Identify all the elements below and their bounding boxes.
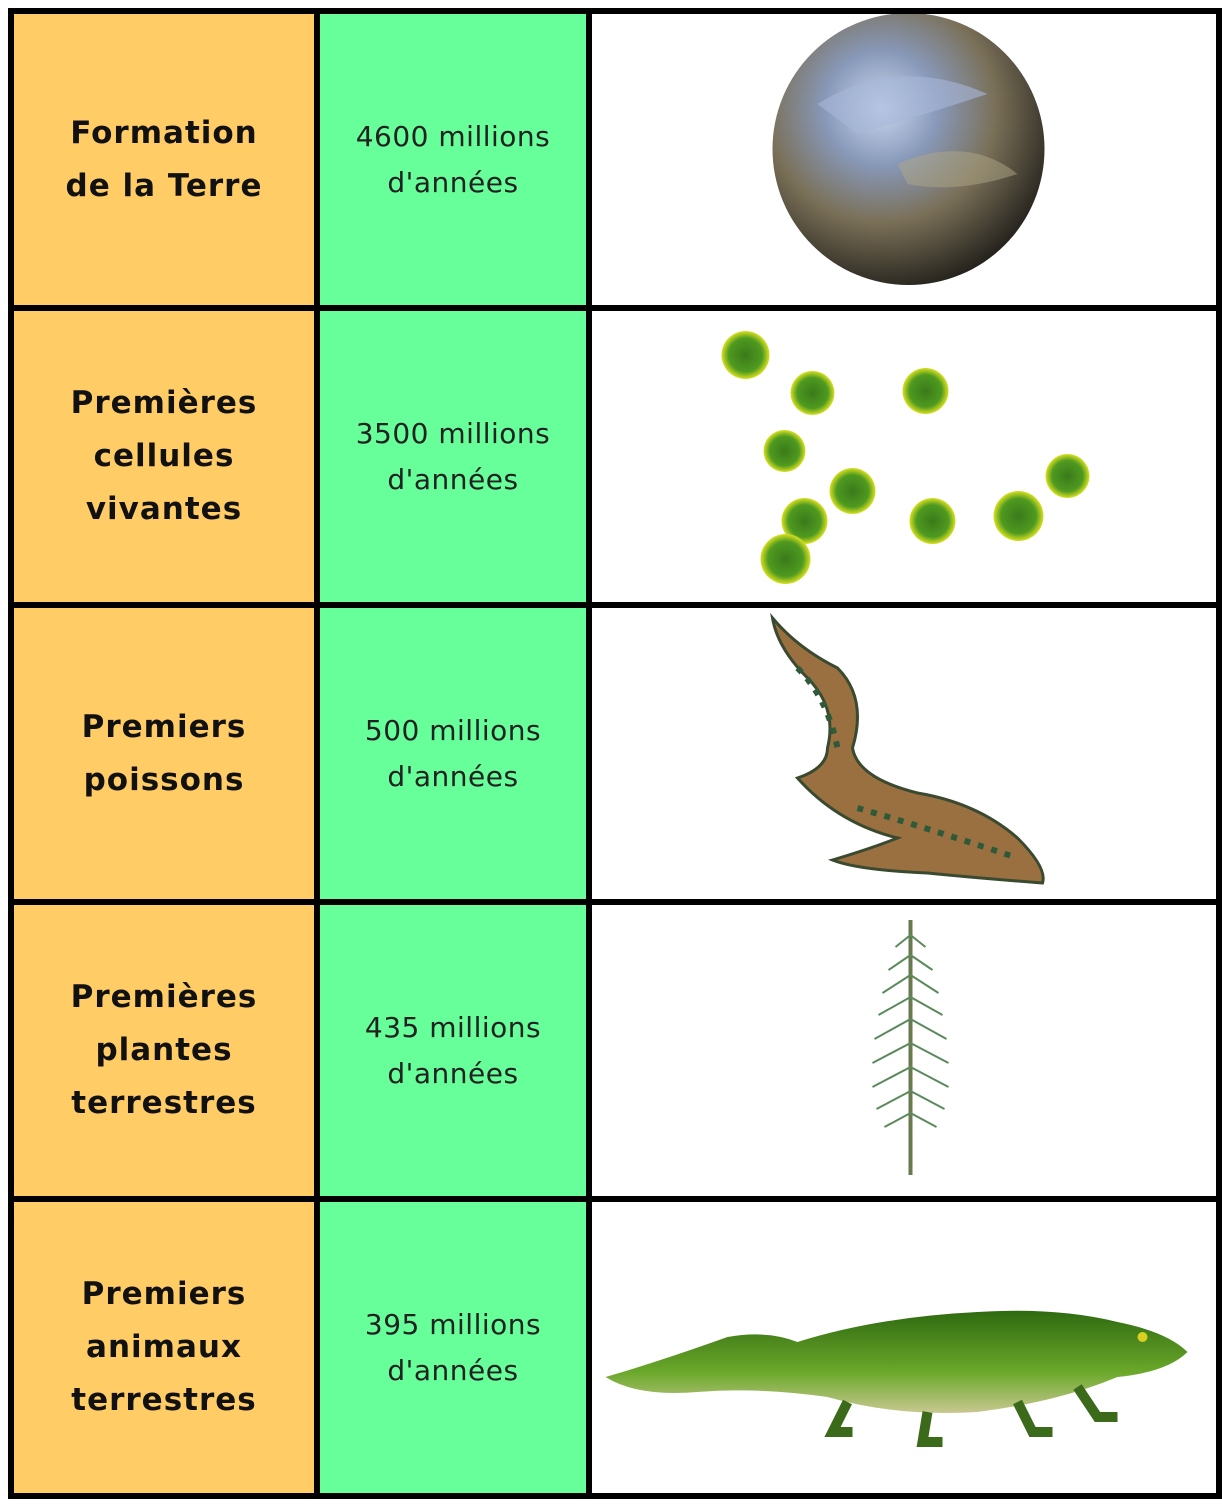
event-line: Premiers xyxy=(14,701,314,754)
image-cell xyxy=(589,605,1219,902)
age-line: d'années xyxy=(320,1348,586,1394)
plant-image xyxy=(592,905,1216,1196)
image-cell xyxy=(589,1199,1219,1496)
event-line: Formation xyxy=(14,107,314,160)
age-line: 500 millions xyxy=(320,708,586,754)
page: Formationde la Terre 4600 millionsd'anné… xyxy=(0,0,1222,1508)
event-line: de la Terre xyxy=(14,160,314,213)
age-line: 435 millions xyxy=(320,1005,586,1051)
event-line: Premiers xyxy=(14,1268,314,1321)
cells-image xyxy=(592,311,1216,602)
image-cell xyxy=(589,11,1219,308)
event-line: terrestres xyxy=(14,1077,314,1130)
event-line: Premières xyxy=(14,971,314,1024)
event-line: Premières xyxy=(14,377,314,430)
age-line: 3500 millions xyxy=(320,411,586,457)
image-cell xyxy=(589,902,1219,1199)
age-line: d'années xyxy=(320,754,586,800)
age-line: 4600 millions xyxy=(320,114,586,160)
event-line: animaux xyxy=(14,1321,314,1374)
planet-image xyxy=(592,14,1216,305)
amphibian-image xyxy=(592,1202,1216,1493)
image-cell xyxy=(589,308,1219,605)
event-line: plantes xyxy=(14,1024,314,1077)
event-line: terrestres xyxy=(14,1374,314,1427)
age-line: 395 millions xyxy=(320,1302,586,1348)
age-line: d'années xyxy=(320,160,586,206)
event-line: vivantes xyxy=(14,483,314,536)
age-line: d'années xyxy=(320,1051,586,1097)
event-line: poissons xyxy=(14,754,314,807)
event-line: cellules xyxy=(14,430,314,483)
age-line: d'années xyxy=(320,457,586,503)
fish-image xyxy=(592,608,1216,899)
